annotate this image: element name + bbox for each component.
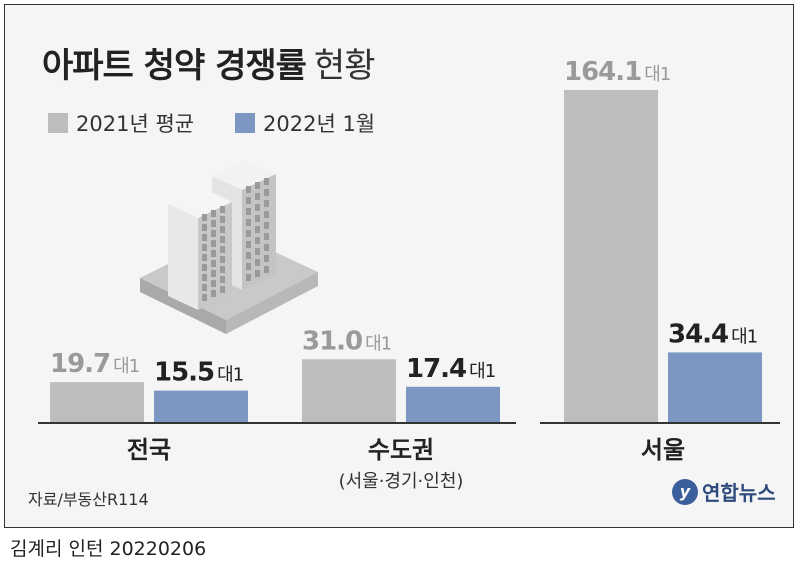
window-front-6-2 [220,266,225,273]
window-back-3-2 [264,211,269,218]
window-front-1-1 [211,220,216,227]
window-back-0-2 [264,178,269,185]
window-front-6-1 [211,270,216,277]
window-front-5-0 [202,264,207,271]
data-label-0-0: 19.7 대1 [50,349,139,379]
legend-swatch-2021 [48,113,68,133]
legend-item-2022: 2022년 1월 [235,108,375,138]
window-back-2-0 [246,208,251,215]
window-front-3-1 [211,240,216,247]
yonhap-logo-text: 연합뉴스 [702,481,776,505]
window-front-1-2 [220,216,225,223]
window-back-4-0 [246,230,251,237]
category-note-1: (서울·경기·인천) [339,471,464,492]
window-front-5-2 [220,256,225,263]
bar-0-0 [50,382,144,422]
window-back-6-1 [255,248,260,255]
bar-1-0 [302,359,396,422]
data-label-1-0: 31.0 대1 [302,326,391,356]
window-front-8-0 [202,294,207,301]
window-front-1-0 [202,224,207,231]
source-note: 자료/부동산R114 [28,490,149,509]
window-back-6-2 [264,244,269,251]
window-back-5-1 [255,237,260,244]
window-front-8-1 [211,290,216,297]
yonhap-logo-icon: y [672,478,698,505]
data-label-2-0: 164.1 대1 [564,57,670,87]
legend-label-2021: 2021년 평균 [76,112,195,136]
window-back-2-1 [255,204,260,211]
buildings-illustration [140,160,318,334]
window-back-0-0 [246,186,251,193]
window-back-3-0 [246,219,251,226]
window-back-0-1 [255,182,260,189]
window-front-4-1 [211,250,216,257]
chart-title: 아파트 청약 경쟁률 현황 [42,38,376,87]
window-front-2-1 [211,230,216,237]
window-front-7-2 [220,276,225,283]
title-text: 아파트 청약 경쟁률 [42,46,307,86]
window-front-2-2 [220,226,225,233]
window-front-0-1 [211,210,216,217]
window-back-7-0 [246,263,251,270]
data-label-0-1: 15.5 대1 [154,358,243,388]
bar-2-1 [668,352,762,422]
window-front-4-2 [220,246,225,253]
window-front-3-2 [220,236,225,243]
legend-label-2022: 2022년 1월 [263,112,376,136]
legend-swatch-2022 [235,113,255,133]
window-back-1-1 [255,193,260,200]
window-front-2-0 [202,234,207,241]
window-front-0-2 [220,206,225,213]
window-back-1-2 [264,189,269,196]
yonhap-logo: y 연합뉴스 [672,477,776,506]
window-back-1-0 [246,197,251,204]
window-back-7-2 [264,255,269,262]
window-front-8-2 [220,286,225,293]
window-front-5-1 [211,260,216,267]
window-back-4-2 [264,222,269,229]
window-front-7-1 [211,280,216,287]
window-front-7-0 [202,284,207,291]
data-label-1-1: 17.4 대1 [406,354,495,384]
category-label-2: 서울 [641,436,685,464]
category-label-0: 전국 [127,436,171,464]
data-label-2-1: 34.4 대1 [668,319,757,349]
window-back-8-0 [246,274,251,281]
window-back-8-2 [264,266,269,273]
window-front-3-0 [202,244,207,251]
category-label-1: 수도권 [368,436,434,464]
window-back-7-1 [255,259,260,266]
bar-1-1 [406,386,500,422]
window-back-5-0 [246,241,251,248]
window-back-8-1 [255,270,260,277]
window-front-6-0 [202,274,207,281]
infographic-frame [4,4,794,528]
title-subtitle: 현황 [313,46,376,86]
window-back-6-0 [246,252,251,259]
window-back-3-1 [255,215,260,222]
window-back-5-2 [264,233,269,240]
footer-credit: 김계리 인턴 20220206 [10,538,207,560]
window-front-4-0 [202,254,207,261]
window-front-0-0 [202,214,207,221]
legend-item-2021: 2021년 평균 [48,108,194,138]
window-back-2-2 [264,200,269,207]
bar-0-1 [154,390,248,422]
bar-2-0 [564,90,658,422]
window-back-4-1 [255,226,260,233]
